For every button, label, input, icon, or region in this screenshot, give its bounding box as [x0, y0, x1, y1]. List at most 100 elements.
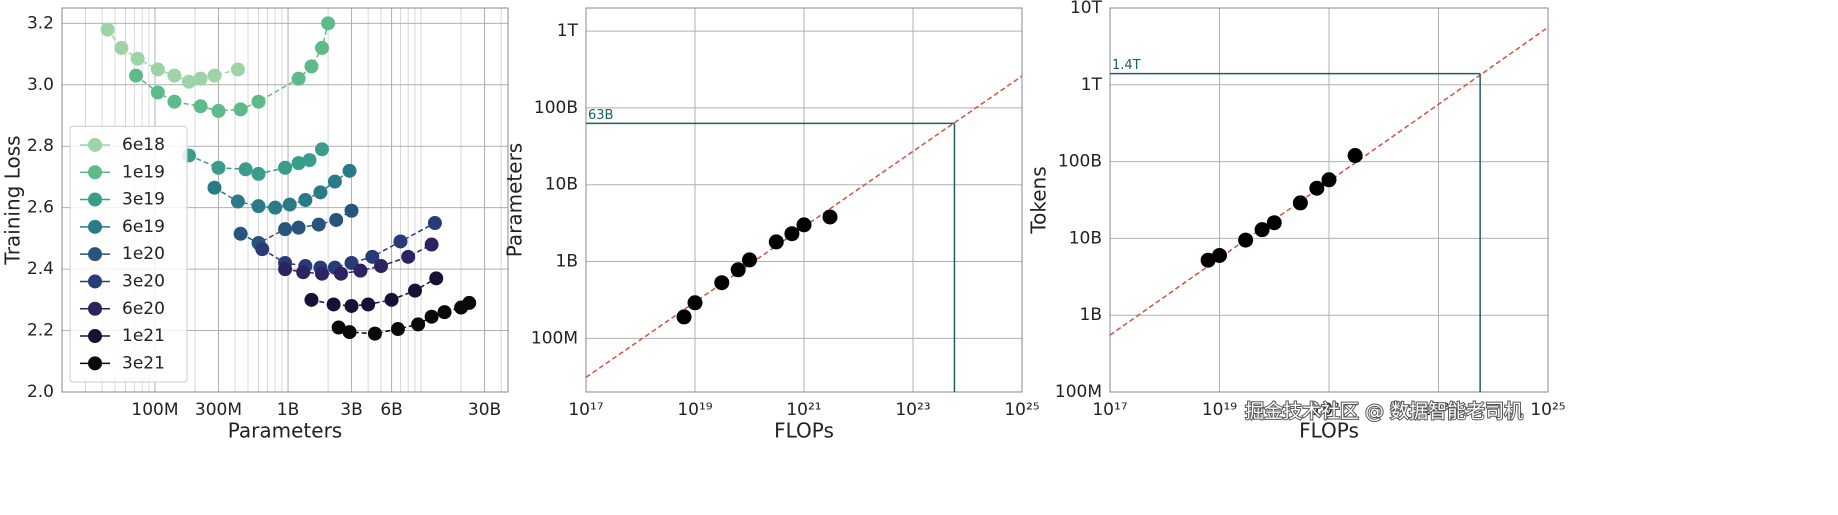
y-tick-label: 100M: [1055, 382, 1102, 402]
data-point: [1266, 215, 1282, 231]
legend-marker: [88, 301, 102, 316]
y-axis-label: Tokens: [1027, 166, 1051, 234]
y-tick-label: 2.2: [27, 321, 54, 341]
data-point: [296, 265, 311, 280]
data-point: [150, 85, 165, 100]
data-point: [411, 317, 426, 332]
legend-label: 3e19: [122, 190, 165, 210]
data-point: [114, 40, 129, 55]
data-point: [193, 99, 208, 114]
data-point: [238, 162, 253, 177]
data-point: [768, 234, 784, 250]
data-point: [1292, 195, 1308, 211]
y-tick-label: 1T: [1081, 75, 1103, 95]
data-point: [150, 62, 165, 77]
data-point: [315, 40, 330, 55]
y-tick-label: 10B: [545, 175, 578, 195]
data-point: [384, 292, 399, 307]
legend-label: 6e18: [122, 135, 165, 155]
data-point: [390, 322, 405, 337]
legend-box: [69, 125, 188, 383]
data-point: [437, 305, 452, 320]
data-point: [251, 166, 266, 181]
data-point: [251, 199, 266, 214]
plot-layer: [100, 16, 477, 341]
data-point: [302, 153, 317, 168]
data-point: [361, 297, 376, 312]
data-point: [233, 102, 248, 117]
legend-label: 6e20: [122, 299, 165, 319]
y-tick-label: 2.0: [27, 382, 54, 402]
data-point: [365, 249, 380, 264]
data-point: [1347, 148, 1363, 164]
data-point: [331, 320, 346, 335]
data-point: [714, 275, 730, 291]
data-point: [313, 185, 328, 200]
data-point: [730, 262, 746, 278]
legend-marker: [88, 192, 102, 207]
data-point: [278, 262, 293, 277]
plot-frame: [585, 7, 1023, 393]
x-tick-label: 300M: [195, 400, 242, 420]
x-axis-label: FLOPs: [774, 419, 834, 443]
data-point: [181, 74, 196, 89]
data-point: [211, 103, 226, 118]
data-point: [822, 209, 838, 225]
data-point: [427, 216, 442, 231]
data-point: [304, 292, 319, 307]
data-point: [326, 297, 341, 312]
data-point: [207, 68, 222, 83]
plot-layer: [1110, 26, 1548, 392]
y-tick-label: 100M: [531, 328, 578, 348]
data-point: [1254, 222, 1270, 238]
x-tick-label: 10²¹: [786, 400, 821, 420]
x-tick-label: 10²¹: [1311, 400, 1346, 420]
data-point: [342, 163, 357, 178]
data-point: [1212, 247, 1227, 263]
data-point: [1200, 252, 1216, 268]
y-tick-label: 100B: [1058, 152, 1102, 172]
data-point: [193, 71, 208, 86]
x-axis-label: FLOPs: [1299, 419, 1359, 443]
data-point: [424, 309, 439, 324]
data-point: [282, 197, 297, 212]
data-point: [315, 142, 330, 157]
y-axis-label: Training Loss: [1, 135, 25, 265]
legend-marker: [88, 274, 102, 289]
data-point: [315, 266, 330, 281]
x-axis-label: Parameters: [228, 419, 342, 443]
legend-label: 1e21: [122, 326, 165, 346]
data-point: [321, 16, 336, 31]
legend-label: 6e19: [122, 217, 165, 237]
data-point: [329, 212, 344, 227]
data-point: [304, 59, 319, 74]
data-point: [311, 217, 326, 232]
y-tick-label: 3.0: [27, 75, 54, 95]
data-point: [1238, 232, 1254, 248]
data-point: [291, 220, 306, 235]
y-axis-label: Parameters: [503, 143, 527, 257]
data-point: [344, 298, 359, 313]
legend-marker: [88, 356, 102, 371]
data-point: [233, 226, 248, 241]
watermark: 掘金技术社区 @ 数据智能老司机: [1245, 401, 1523, 423]
data-point: [424, 237, 439, 252]
data-point: [784, 226, 800, 242]
data-point: [167, 68, 182, 83]
data-point: [230, 62, 245, 77]
series-line: [214, 170, 351, 209]
y-tick-label: 3.2: [27, 13, 54, 33]
data-point: [344, 203, 359, 218]
data-point: [429, 271, 444, 286]
plot-layer: [586, 75, 1022, 392]
y-tick-label: 1B: [1080, 305, 1102, 325]
legend-label: 3e21: [122, 353, 165, 373]
x-tick-label: 10²⁵: [1530, 400, 1565, 420]
y-tick-label: 2.6: [27, 198, 54, 218]
data-point: [462, 295, 477, 310]
data-point: [1321, 172, 1337, 188]
x-tick-label: 10²³: [1421, 400, 1456, 420]
optimal-label: 1.4T: [1112, 58, 1141, 73]
y-tick-label: 10B: [1069, 228, 1102, 248]
data-point: [687, 295, 703, 311]
